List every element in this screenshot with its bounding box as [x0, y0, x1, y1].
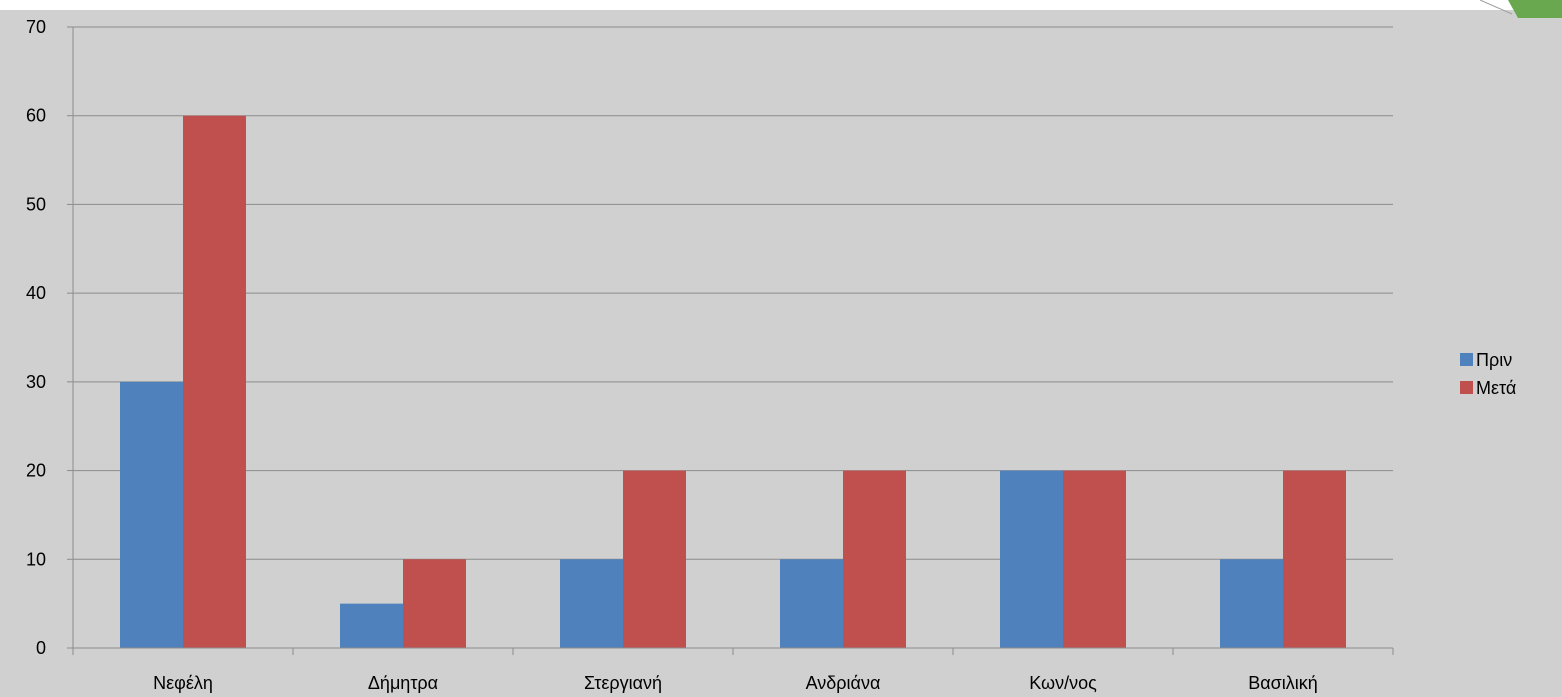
bar-series-1	[340, 603, 403, 648]
corner-accent-shape	[1508, 0, 1562, 18]
corner-accent	[1479, 0, 1562, 18]
bar-series-2	[623, 470, 686, 648]
y-tick-label: 0	[36, 638, 46, 658]
bar-series-2	[403, 559, 466, 648]
y-tick-label: 40	[26, 283, 46, 303]
x-tick-label: Βασιλική	[1248, 673, 1318, 693]
bars	[120, 115, 1346, 648]
bar-series-2	[843, 470, 906, 648]
y-tick-label: 30	[26, 372, 46, 392]
x-axis-ticks: Νεφέλη Δήμητρα Στεργιανή Ανδριάνα Κων/νος Βασ…	[72, 648, 1394, 693]
axes	[67, 27, 1393, 654]
x-tick-label: Δήμητρα	[368, 673, 438, 693]
bar-series-1	[560, 559, 623, 648]
bar-series-2	[1283, 470, 1346, 648]
gridlines	[73, 26, 1393, 560]
y-tick-label: 50	[26, 194, 46, 214]
y-tick-label: 60	[26, 106, 46, 126]
bar-series-1	[1220, 559, 1283, 648]
y-tick-label: 20	[26, 461, 46, 481]
x-tick-label: Κων/νος	[1029, 673, 1097, 693]
legend-swatch	[1460, 353, 1473, 366]
x-tick-label: Στεργιανή	[584, 673, 662, 693]
bar-series-1	[120, 381, 183, 648]
y-tick-label: 10	[26, 549, 46, 569]
legend: Πριν Μετά	[1460, 350, 1516, 398]
bar-series-2	[183, 115, 246, 648]
bar-series-1	[1000, 470, 1063, 648]
y-tick-label: 70	[26, 17, 46, 37]
corner-accent-line	[1479, 0, 1513, 15]
bar-series-2	[1063, 470, 1126, 648]
x-tick-label: Νεφέλη	[153, 673, 213, 693]
bar-series-1	[780, 559, 843, 648]
legend-label: Πριν	[1476, 350, 1512, 370]
x-tick-label: Ανδριάνα	[806, 673, 881, 693]
y-axis-ticks: 0 10 20 30 40 50 60 70	[26, 17, 73, 658]
legend-label: Μετά	[1476, 378, 1516, 398]
legend-swatch	[1460, 381, 1473, 394]
